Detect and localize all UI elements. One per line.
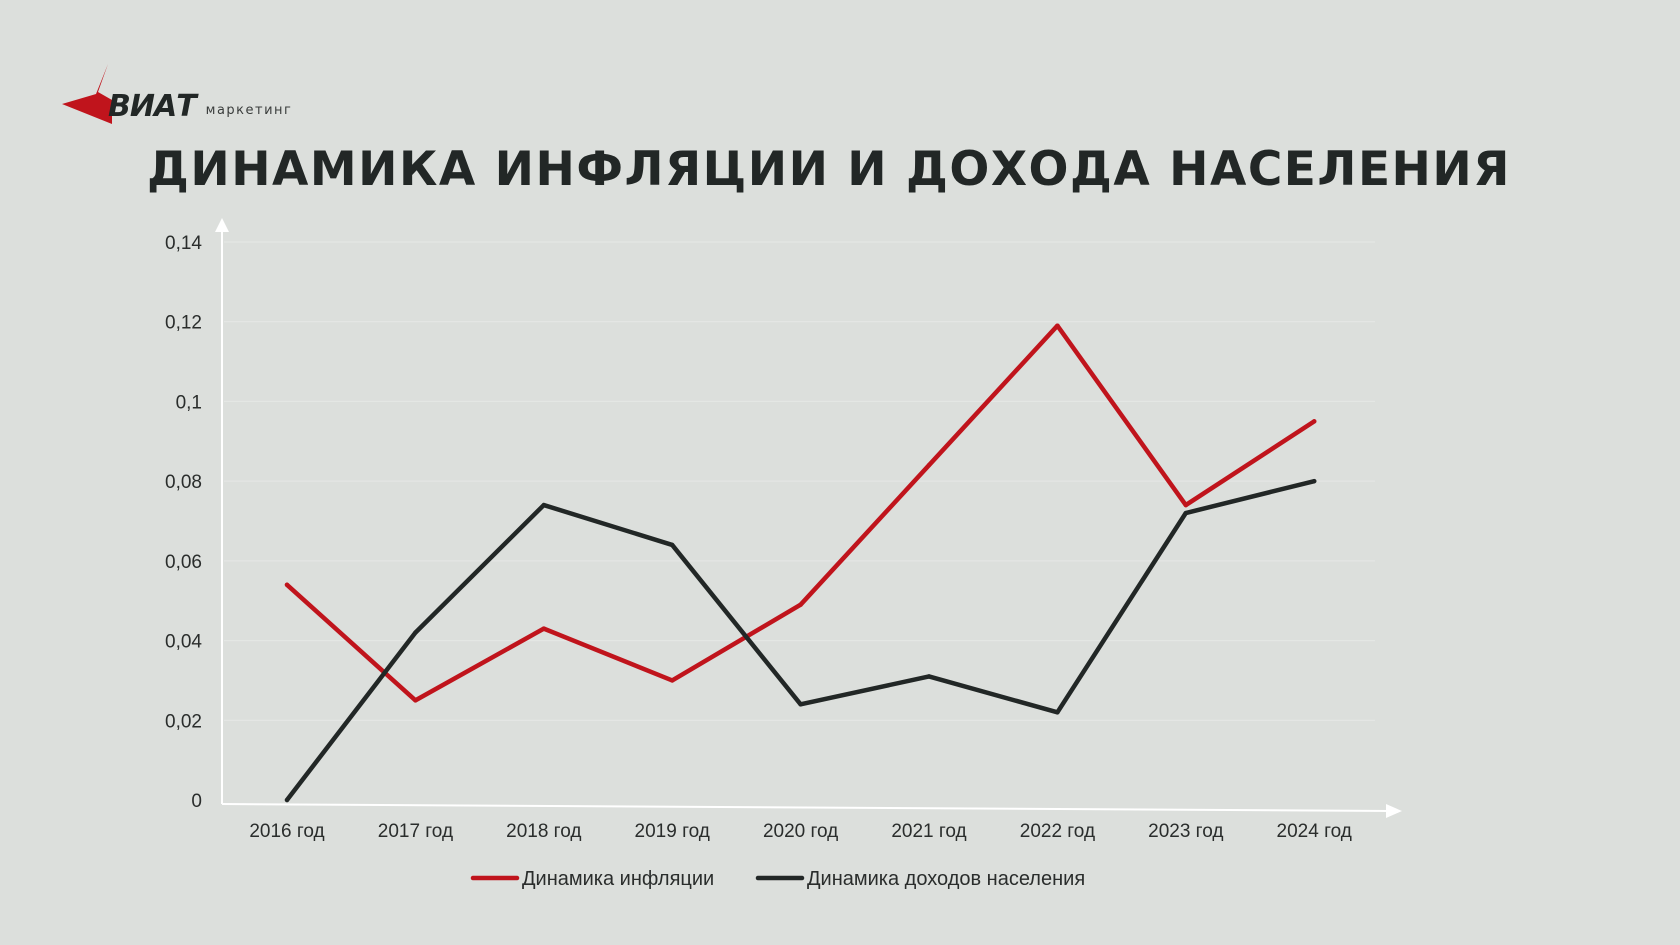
x-axis-line — [221, 803, 1393, 812]
x-tick-label: 2018 год — [506, 821, 581, 842]
data-point — [413, 698, 418, 703]
data-point — [670, 678, 675, 683]
x-tick-label: 2017 год — [378, 821, 453, 842]
x-axis-ticks: 2016 год 2017 год 2018 год 2019 год 2020 год… — [249, 821, 1351, 842]
data-point — [798, 702, 803, 707]
y-tick-label: 0,04 — [165, 632, 202, 653]
x-axis-arrow-icon — [1386, 804, 1402, 818]
data-point — [284, 797, 290, 803]
y-tick-label: 0,08 — [165, 472, 202, 493]
data-point — [798, 602, 803, 607]
chart-axes — [215, 218, 1402, 818]
x-tick-label: 2021 год — [891, 821, 966, 842]
y-tick-label: 0,14 — [165, 233, 202, 254]
x-tick-label: 2020 год — [763, 821, 838, 842]
y-axis-arrow-icon — [215, 218, 229, 232]
data-point — [1312, 419, 1317, 424]
brand-logo: ВИАТ маркетинг — [62, 62, 292, 126]
y-tick-label: 0,02 — [165, 711, 202, 732]
series-line — [284, 323, 1317, 703]
data-point — [670, 542, 675, 548]
page-title: ДИНАМИКА ИНФЛЯЦИИ И ДОХОДА НАСЕЛЕНИЯ — [147, 142, 1511, 197]
x-tick-label: 2019 год — [635, 821, 710, 842]
logo-bolt-icon — [62, 64, 112, 124]
legend-label: Динамика доходов населения — [807, 868, 1085, 890]
x-tick-label: 2022 год — [1020, 821, 1095, 842]
data-point — [284, 582, 290, 587]
data-point — [926, 674, 932, 679]
data-point — [1183, 510, 1189, 516]
x-tick-label: 2023 год — [1148, 821, 1223, 842]
grid-lines — [224, 241, 1375, 721]
data-point — [541, 502, 546, 508]
data-point — [541, 626, 546, 631]
legend-label: Динамика инфляции — [522, 868, 714, 890]
data-point — [413, 630, 418, 635]
data-point — [926, 463, 932, 468]
data-point — [1055, 710, 1060, 715]
y-tick-label: 0,12 — [165, 313, 202, 334]
x-tick-label: 2024 год — [1277, 821, 1352, 842]
y-axis-ticks: 0 0,02 0,04 0,06 0,08 0,1 0,12 0,14 — [165, 233, 202, 812]
data-point — [1183, 502, 1189, 508]
logo-wordmark: ВИАТ — [108, 89, 197, 124]
series-lines — [284, 323, 1317, 803]
y-tick-label: 0,1 — [176, 392, 202, 413]
chart-legend: Динамика инфляции Динамика доходов населе… — [470, 868, 1085, 890]
data-point — [1312, 478, 1317, 484]
y-tick-label: 0,06 — [165, 552, 202, 573]
y-tick-label: 0 — [191, 791, 202, 812]
x-tick-label: 2016 год — [249, 821, 324, 842]
logo-subtitle: маркетинг — [205, 103, 293, 118]
data-point — [1055, 323, 1060, 328]
